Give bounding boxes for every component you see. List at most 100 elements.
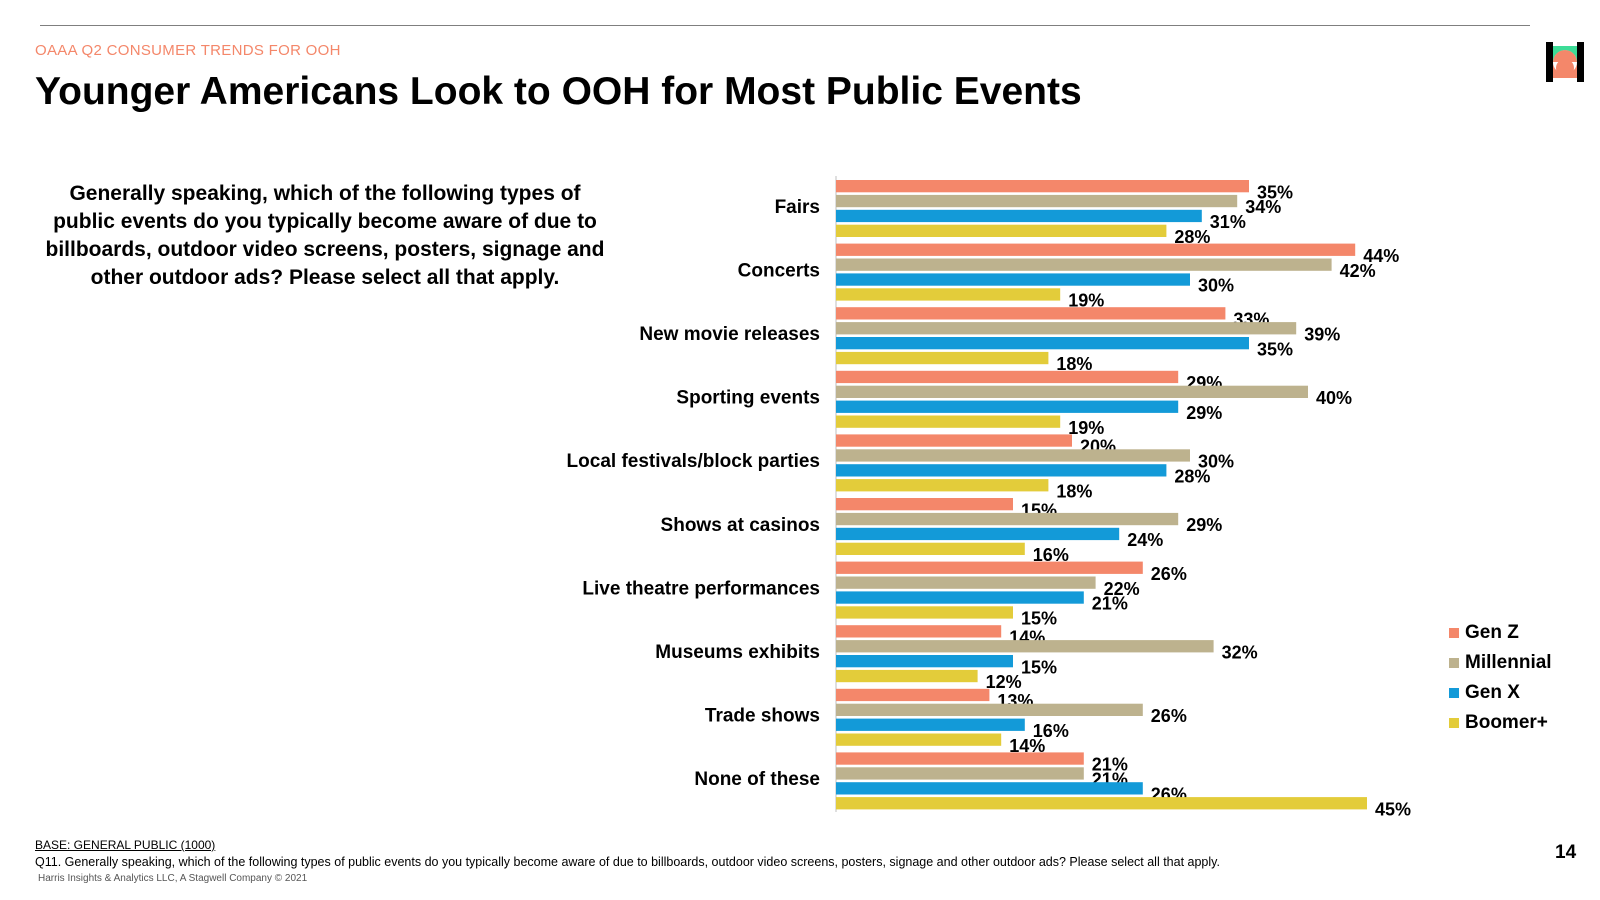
- data-label: 16%: [1033, 721, 1069, 741]
- data-label: 45%: [1375, 799, 1411, 819]
- bar: [836, 243, 1356, 256]
- data-label: 31%: [1210, 212, 1246, 232]
- data-label: 15%: [1021, 609, 1057, 629]
- bar: [836, 385, 1308, 398]
- data-label: 16%: [1033, 545, 1069, 565]
- data-label: 28%: [1174, 227, 1210, 247]
- data-label: 26%: [1151, 706, 1187, 726]
- harris-logo-icon: [1546, 42, 1584, 82]
- bar: [836, 576, 1096, 589]
- legend-swatch: [1449, 688, 1459, 698]
- legend-swatch: [1449, 628, 1459, 638]
- bar: [836, 606, 1013, 619]
- category-label: Local festivals/block parties: [567, 451, 820, 472]
- data-label: 18%: [1056, 354, 1092, 374]
- category-label: Museums exhibits: [655, 642, 820, 663]
- data-label: 29%: [1186, 515, 1222, 535]
- base-note: BASE: GENERAL PUBLIC (1000): [35, 838, 216, 852]
- legend-swatch: [1449, 658, 1459, 668]
- data-label: 30%: [1198, 452, 1234, 472]
- bar: [836, 400, 1179, 413]
- data-label: 15%: [1021, 657, 1057, 677]
- data-label: 28%: [1174, 467, 1210, 487]
- data-label: 30%: [1198, 276, 1234, 296]
- data-label: 21%: [1092, 755, 1128, 775]
- bar: [836, 733, 1002, 746]
- bar: [836, 322, 1297, 335]
- bar: [836, 224, 1167, 237]
- legend-label: Gen X: [1465, 682, 1520, 703]
- bar: [836, 370, 1179, 384]
- question-footnote: Q11. Generally speaking, which of the fo…: [35, 855, 1220, 869]
- legend-label: Millennial: [1465, 652, 1552, 673]
- legend-item: Boomer+: [1449, 708, 1552, 738]
- bar: [836, 561, 1143, 574]
- bar: [836, 527, 1120, 541]
- data-label: 14%: [1009, 736, 1045, 756]
- data-label: 29%: [1186, 403, 1222, 423]
- data-label: 35%: [1257, 339, 1293, 359]
- bar: [836, 688, 990, 702]
- survey-question: Generally speaking, which of the followi…: [45, 182, 605, 289]
- category-label: New movie releases: [639, 324, 820, 345]
- data-label: 39%: [1304, 324, 1340, 344]
- bar: [836, 180, 1249, 193]
- data-label: 22%: [1104, 579, 1140, 599]
- legend-swatch: [1449, 718, 1459, 728]
- bar: [836, 542, 1025, 555]
- page-number: 14: [1555, 842, 1577, 863]
- legend-item: Gen X: [1449, 678, 1552, 708]
- category-label: Shows at casinos: [661, 515, 820, 536]
- data-label: 42%: [1340, 261, 1376, 281]
- legend-label: Boomer+: [1465, 712, 1548, 733]
- bar: [836, 655, 1013, 668]
- category-label: Concerts: [738, 260, 820, 281]
- bar: [836, 512, 1179, 526]
- category-label: Fairs: [775, 197, 820, 218]
- category-label: Live theatre performances: [582, 578, 820, 599]
- bar: [836, 209, 1202, 223]
- bar: [836, 337, 1249, 350]
- bar: [836, 703, 1143, 716]
- report-kicker: OAAA Q2 CONSUMER TRENDS FOR OOH: [35, 42, 341, 59]
- bar: [836, 797, 1367, 810]
- data-label: 40%: [1316, 388, 1352, 408]
- data-label: 44%: [1363, 246, 1399, 266]
- bar: [836, 258, 1332, 271]
- bar: [836, 752, 1084, 765]
- data-label: 32%: [1222, 642, 1258, 662]
- data-label: 35%: [1257, 182, 1293, 202]
- bar: [836, 782, 1143, 795]
- bar: [836, 351, 1049, 365]
- data-label: 21%: [1092, 594, 1128, 614]
- category-label: Sporting events: [676, 388, 820, 409]
- bar: [836, 464, 1167, 477]
- bar: [836, 669, 978, 683]
- bar: [836, 434, 1072, 447]
- data-label: 26%: [1151, 564, 1187, 584]
- data-label: 12%: [986, 672, 1022, 692]
- data-label: 19%: [1068, 291, 1104, 311]
- bar: [836, 273, 1190, 286]
- bar: [836, 498, 1013, 511]
- top-rule: [40, 25, 1530, 26]
- copyright-text: Harris Insights & Analytics LLC, A Stagw…: [38, 873, 308, 884]
- category-label: Trade shows: [705, 706, 820, 727]
- legend-item: Gen Z: [1449, 618, 1552, 648]
- bar: [836, 625, 1002, 638]
- bar: [836, 449, 1190, 462]
- bar: [836, 194, 1238, 208]
- category-label: None of these: [694, 769, 820, 790]
- data-label: 19%: [1068, 418, 1104, 438]
- bar: [836, 415, 1061, 428]
- bar: [836, 591, 1084, 604]
- legend-label: Gen Z: [1465, 622, 1519, 643]
- bar: [836, 288, 1061, 301]
- data-label: 24%: [1127, 530, 1163, 550]
- data-label: 18%: [1056, 481, 1092, 501]
- bar: [836, 718, 1025, 731]
- bar: [836, 307, 1226, 320]
- bar: [836, 767, 1084, 780]
- legend-item: Millennial: [1449, 648, 1552, 678]
